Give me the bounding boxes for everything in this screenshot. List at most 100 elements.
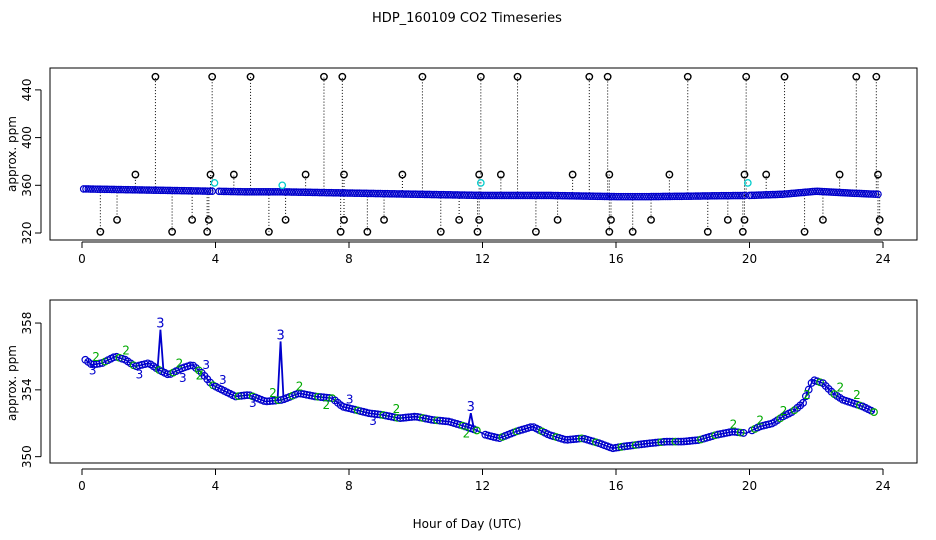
data-point [680,192,688,201]
spike-point [436,227,445,236]
data-point [860,189,868,198]
y-tick-label: 320 [20,222,34,245]
data-point [402,413,410,422]
data-point [733,428,742,437]
data-point [410,412,419,421]
data-point [660,437,668,446]
data-point [623,442,632,450]
data-point [238,187,247,196]
spike-point [603,72,612,81]
spike-point [875,215,884,224]
data-point [427,190,436,199]
data-point [491,191,499,200]
data-point [268,396,277,405]
data-point [822,188,831,196]
data-point [112,185,121,194]
data-point [523,191,532,200]
flag-label: 3 [136,367,144,381]
data-point [119,185,128,194]
data-point [126,185,135,194]
data-point [334,189,343,197]
data-point [666,192,674,201]
spike-point [203,227,212,236]
data-point [871,190,880,199]
spike-point [740,215,749,224]
x-tick-label: 12 [475,479,490,493]
data-point [771,190,779,199]
data-point [614,443,623,452]
data-point [575,192,583,200]
data-point [396,414,405,423]
data-point [103,185,111,194]
data-point [393,414,402,422]
data-point [516,191,525,200]
data-point [329,188,338,197]
data-point [649,192,658,201]
spike-point [301,170,310,179]
data-point [778,190,787,199]
data-point [572,435,581,443]
data-point [79,185,88,193]
data-point [542,191,551,200]
data-point [433,416,442,425]
data-point [248,188,256,196]
data-point [138,186,146,194]
data-point [367,409,376,418]
spike-point [738,227,747,236]
y-tick-label: 400 [20,126,34,149]
data-point [299,188,308,197]
data-point [367,189,375,198]
data-point [262,188,270,196]
data-point [773,190,782,199]
spike-point [96,227,105,236]
data-point [362,189,371,198]
data-point [659,192,667,201]
x-tick-label: 24 [875,252,890,266]
data-point [369,189,378,198]
data-point [712,191,721,200]
data-point [201,187,209,195]
data-point [376,410,385,419]
data-point [637,440,646,449]
data-point [739,429,748,437]
spike-point [338,72,347,81]
data-point [237,391,246,400]
spike-point [229,170,238,179]
data-point [128,185,137,194]
data-point [161,186,170,195]
data-point [236,187,244,196]
x-axis-label: Hour of Day (UTC) [413,517,522,531]
data-point [708,192,716,200]
top-panel: approx. ppm 0 4 8 12 16 20 24 320 360 400 440 [5,67,918,266]
data-point [304,188,312,197]
data-point [716,430,725,438]
data-point [409,190,417,198]
spike-point [532,227,540,236]
spike-point [835,170,844,179]
data-point [633,192,642,201]
data-point [668,437,677,446]
flag-label: 2 [463,427,471,441]
data-point [661,192,670,201]
spike-point [703,227,712,236]
data-point [829,188,838,196]
data-point [540,191,548,200]
flagged-point [278,181,287,190]
data-point [206,187,214,195]
data-point [224,187,233,196]
data-point [731,191,740,200]
data-point [222,187,230,196]
flag-label: 2 [756,413,764,427]
data-point [140,186,149,194]
data-point [472,191,480,200]
data-point [145,186,153,194]
data-point [621,192,630,201]
data-point [609,444,617,453]
data-point [82,185,90,193]
data-point [384,412,393,421]
data-point [804,385,813,394]
data-point [402,190,410,198]
data-point [596,192,604,201]
data-point [617,192,625,201]
data-point [755,191,763,199]
